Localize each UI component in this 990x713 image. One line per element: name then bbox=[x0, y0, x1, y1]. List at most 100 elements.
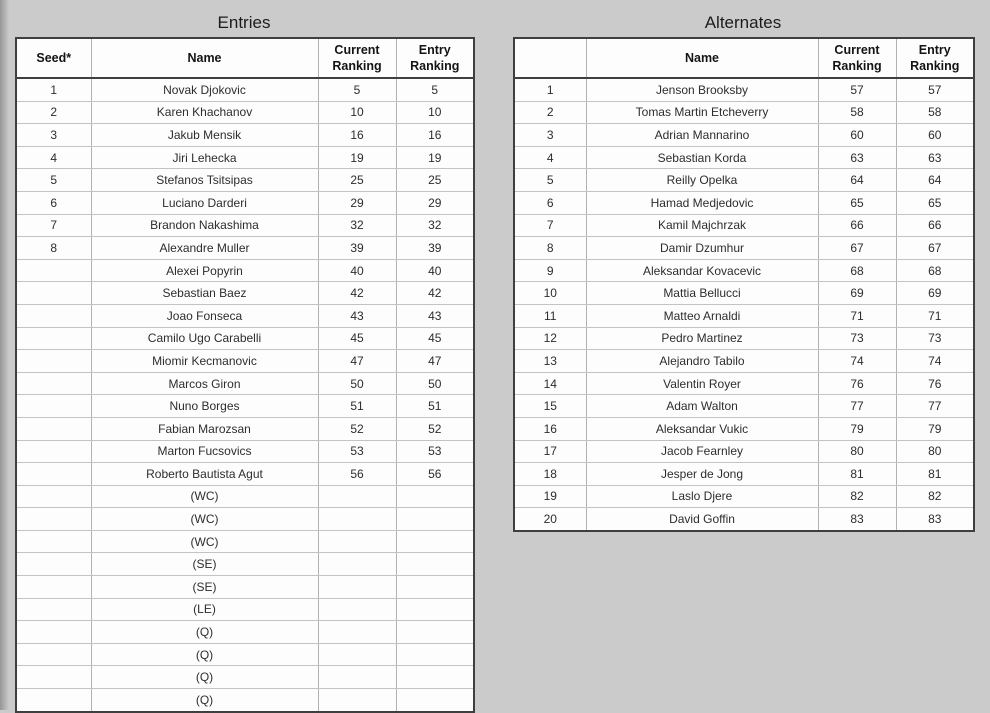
seed-cell bbox=[15, 394, 92, 418]
seed-cell: 11 bbox=[513, 303, 587, 328]
current-ranking-cell: 10 bbox=[317, 100, 397, 125]
current-ranking-cell: 57 bbox=[817, 77, 897, 102]
entry-ranking-cell: 25 bbox=[395, 168, 475, 192]
table-row: Joao Fonseca 43 43 bbox=[15, 303, 475, 328]
name-cell: Aleksandar Vukic bbox=[585, 416, 819, 441]
entry-ranking-cell: 42 bbox=[395, 281, 475, 305]
name-cell: (WC) bbox=[90, 484, 319, 509]
seed-cell: 5 bbox=[15, 168, 92, 192]
table-row: (Q) bbox=[15, 620, 475, 644]
table-row: Marcos Giron 50 50 bbox=[15, 371, 475, 396]
name-cell: Kamil Majchrzak bbox=[585, 213, 819, 238]
entry-ranking-cell: 10 bbox=[395, 100, 475, 125]
entries-body: 1 Novak Djokovic 5 5 2 Karen Khachanov 10 10 3 Ja… bbox=[15, 77, 475, 713]
current-ranking-cell: 76 bbox=[817, 371, 897, 396]
name-cell: Karen Khachanov bbox=[90, 100, 319, 125]
entry-ranking-cell: 79 bbox=[895, 416, 975, 441]
name-cell: Jenson Brooksby bbox=[585, 77, 819, 102]
table-row: 11 Matteo Arnaldi 71 71 bbox=[513, 303, 975, 328]
table-row: 1 Jenson Brooksby 57 57 bbox=[513, 77, 975, 102]
table-row: 7 Brandon Nakashima 32 32 bbox=[15, 213, 475, 238]
seed-cell: 1 bbox=[513, 77, 587, 102]
entry-ranking-cell: 43 bbox=[395, 303, 475, 328]
entry-ranking-cell: 51 bbox=[395, 394, 475, 418]
table-row: 2 Tomas Martin Etcheverry 58 58 bbox=[513, 100, 975, 125]
entry-ranking-cell: 32 bbox=[395, 213, 475, 238]
column-header: Seed* bbox=[15, 38, 92, 79]
entries-header-row: Seed* Name Current Ranking Entry Ranking bbox=[15, 38, 475, 79]
entry-ranking-cell: 52 bbox=[395, 416, 475, 441]
entry-ranking-cell bbox=[395, 620, 475, 644]
name-cell: Stefanos Tsitsipas bbox=[90, 168, 319, 192]
table-row: 18 Jesper de Jong 81 81 bbox=[513, 462, 975, 486]
current-ranking-cell bbox=[317, 688, 397, 713]
name-cell: (SE) bbox=[90, 552, 319, 577]
name-cell: Matteo Arnaldi bbox=[585, 303, 819, 328]
seed-cell: 7 bbox=[15, 213, 92, 238]
name-cell: Hamad Medjedovic bbox=[585, 190, 819, 215]
entry-ranking-cell: 5 bbox=[395, 77, 475, 102]
current-ranking-cell: 45 bbox=[317, 326, 397, 351]
entry-ranking-cell: 76 bbox=[895, 371, 975, 396]
entry-ranking-cell: 73 bbox=[895, 326, 975, 351]
table-row: 8 Damir Dzumhur 67 67 bbox=[513, 236, 975, 260]
current-ranking-cell: 5 bbox=[317, 77, 397, 102]
name-cell: Nuno Borges bbox=[90, 394, 319, 418]
name-cell: Alexandre Muller bbox=[90, 236, 319, 260]
table-row: Alexei Popyrin 40 40 bbox=[15, 258, 475, 283]
name-cell: Joao Fonseca bbox=[90, 303, 319, 328]
current-ranking-cell bbox=[317, 665, 397, 690]
entry-ranking-cell: 40 bbox=[395, 258, 475, 283]
table-row: 1 Novak Djokovic 5 5 bbox=[15, 77, 475, 102]
seed-cell: 6 bbox=[513, 190, 587, 215]
entry-ranking-cell: 57 bbox=[895, 77, 975, 102]
current-ranking-cell: 53 bbox=[317, 439, 397, 464]
seed-cell: 10 bbox=[513, 281, 587, 305]
seed-cell: 19 bbox=[513, 484, 587, 509]
name-cell: Camilo Ugo Carabelli bbox=[90, 326, 319, 351]
current-ranking-cell: 64 bbox=[817, 168, 897, 192]
seed-cell bbox=[15, 529, 92, 554]
seed-cell bbox=[15, 688, 92, 713]
table-row: Camilo Ugo Carabelli 45 45 bbox=[15, 326, 475, 351]
name-cell: Alejandro Tabilo bbox=[585, 349, 819, 373]
alternates-header-row: Name Current Ranking Entry Ranking bbox=[513, 38, 975, 79]
seed-cell: 15 bbox=[513, 394, 587, 418]
seed-cell: 9 bbox=[513, 258, 587, 283]
name-cell: Novak Djokovic bbox=[90, 77, 319, 102]
name-cell: Adrian Mannarino bbox=[585, 123, 819, 147]
entry-ranking-cell: 19 bbox=[395, 145, 475, 170]
entry-ranking-cell bbox=[395, 597, 475, 622]
seed-cell: 6 bbox=[15, 190, 92, 215]
table-row: (Q) bbox=[15, 665, 475, 690]
name-cell: Jacob Fearnley bbox=[585, 439, 819, 464]
name-cell: David Goffin bbox=[585, 507, 819, 532]
column-header: Entry Ranking bbox=[895, 38, 975, 79]
name-cell: Roberto Bautista Agut bbox=[90, 462, 319, 486]
current-ranking-cell: 47 bbox=[317, 349, 397, 373]
table-row: 6 Hamad Medjedovic 65 65 bbox=[513, 190, 975, 215]
seed-cell: 2 bbox=[513, 100, 587, 125]
table-row: Miomir Kecmanovic 47 47 bbox=[15, 349, 475, 373]
seed-cell: 8 bbox=[15, 236, 92, 260]
name-cell: Aleksandar Kovacevic bbox=[585, 258, 819, 283]
table-row: (SE) bbox=[15, 552, 475, 577]
table-row: Fabian Marozsan 52 52 bbox=[15, 416, 475, 441]
table-row: 17 Jacob Fearnley 80 80 bbox=[513, 439, 975, 464]
seed-cell bbox=[15, 665, 92, 690]
alternates-table: Name Current Ranking Entry Ranking 1 Jenson… bbox=[513, 37, 975, 532]
current-ranking-cell: 66 bbox=[817, 213, 897, 238]
table-row: (WC) bbox=[15, 507, 475, 531]
table-row: 8 Alexandre Muller 39 39 bbox=[15, 236, 475, 260]
table-row: 5 Reilly Opelka 64 64 bbox=[513, 168, 975, 192]
table-row: Sebastian Baez 42 42 bbox=[15, 281, 475, 305]
name-cell: (Q) bbox=[90, 688, 319, 713]
seed-cell: 4 bbox=[513, 145, 587, 170]
name-cell: Pedro Martinez bbox=[585, 326, 819, 351]
table-row: 4 Sebastian Korda 63 63 bbox=[513, 145, 975, 170]
entry-ranking-cell bbox=[395, 552, 475, 577]
current-ranking-cell: 83 bbox=[817, 507, 897, 532]
entry-ranking-cell: 64 bbox=[895, 168, 975, 192]
current-ranking-cell bbox=[317, 642, 397, 667]
